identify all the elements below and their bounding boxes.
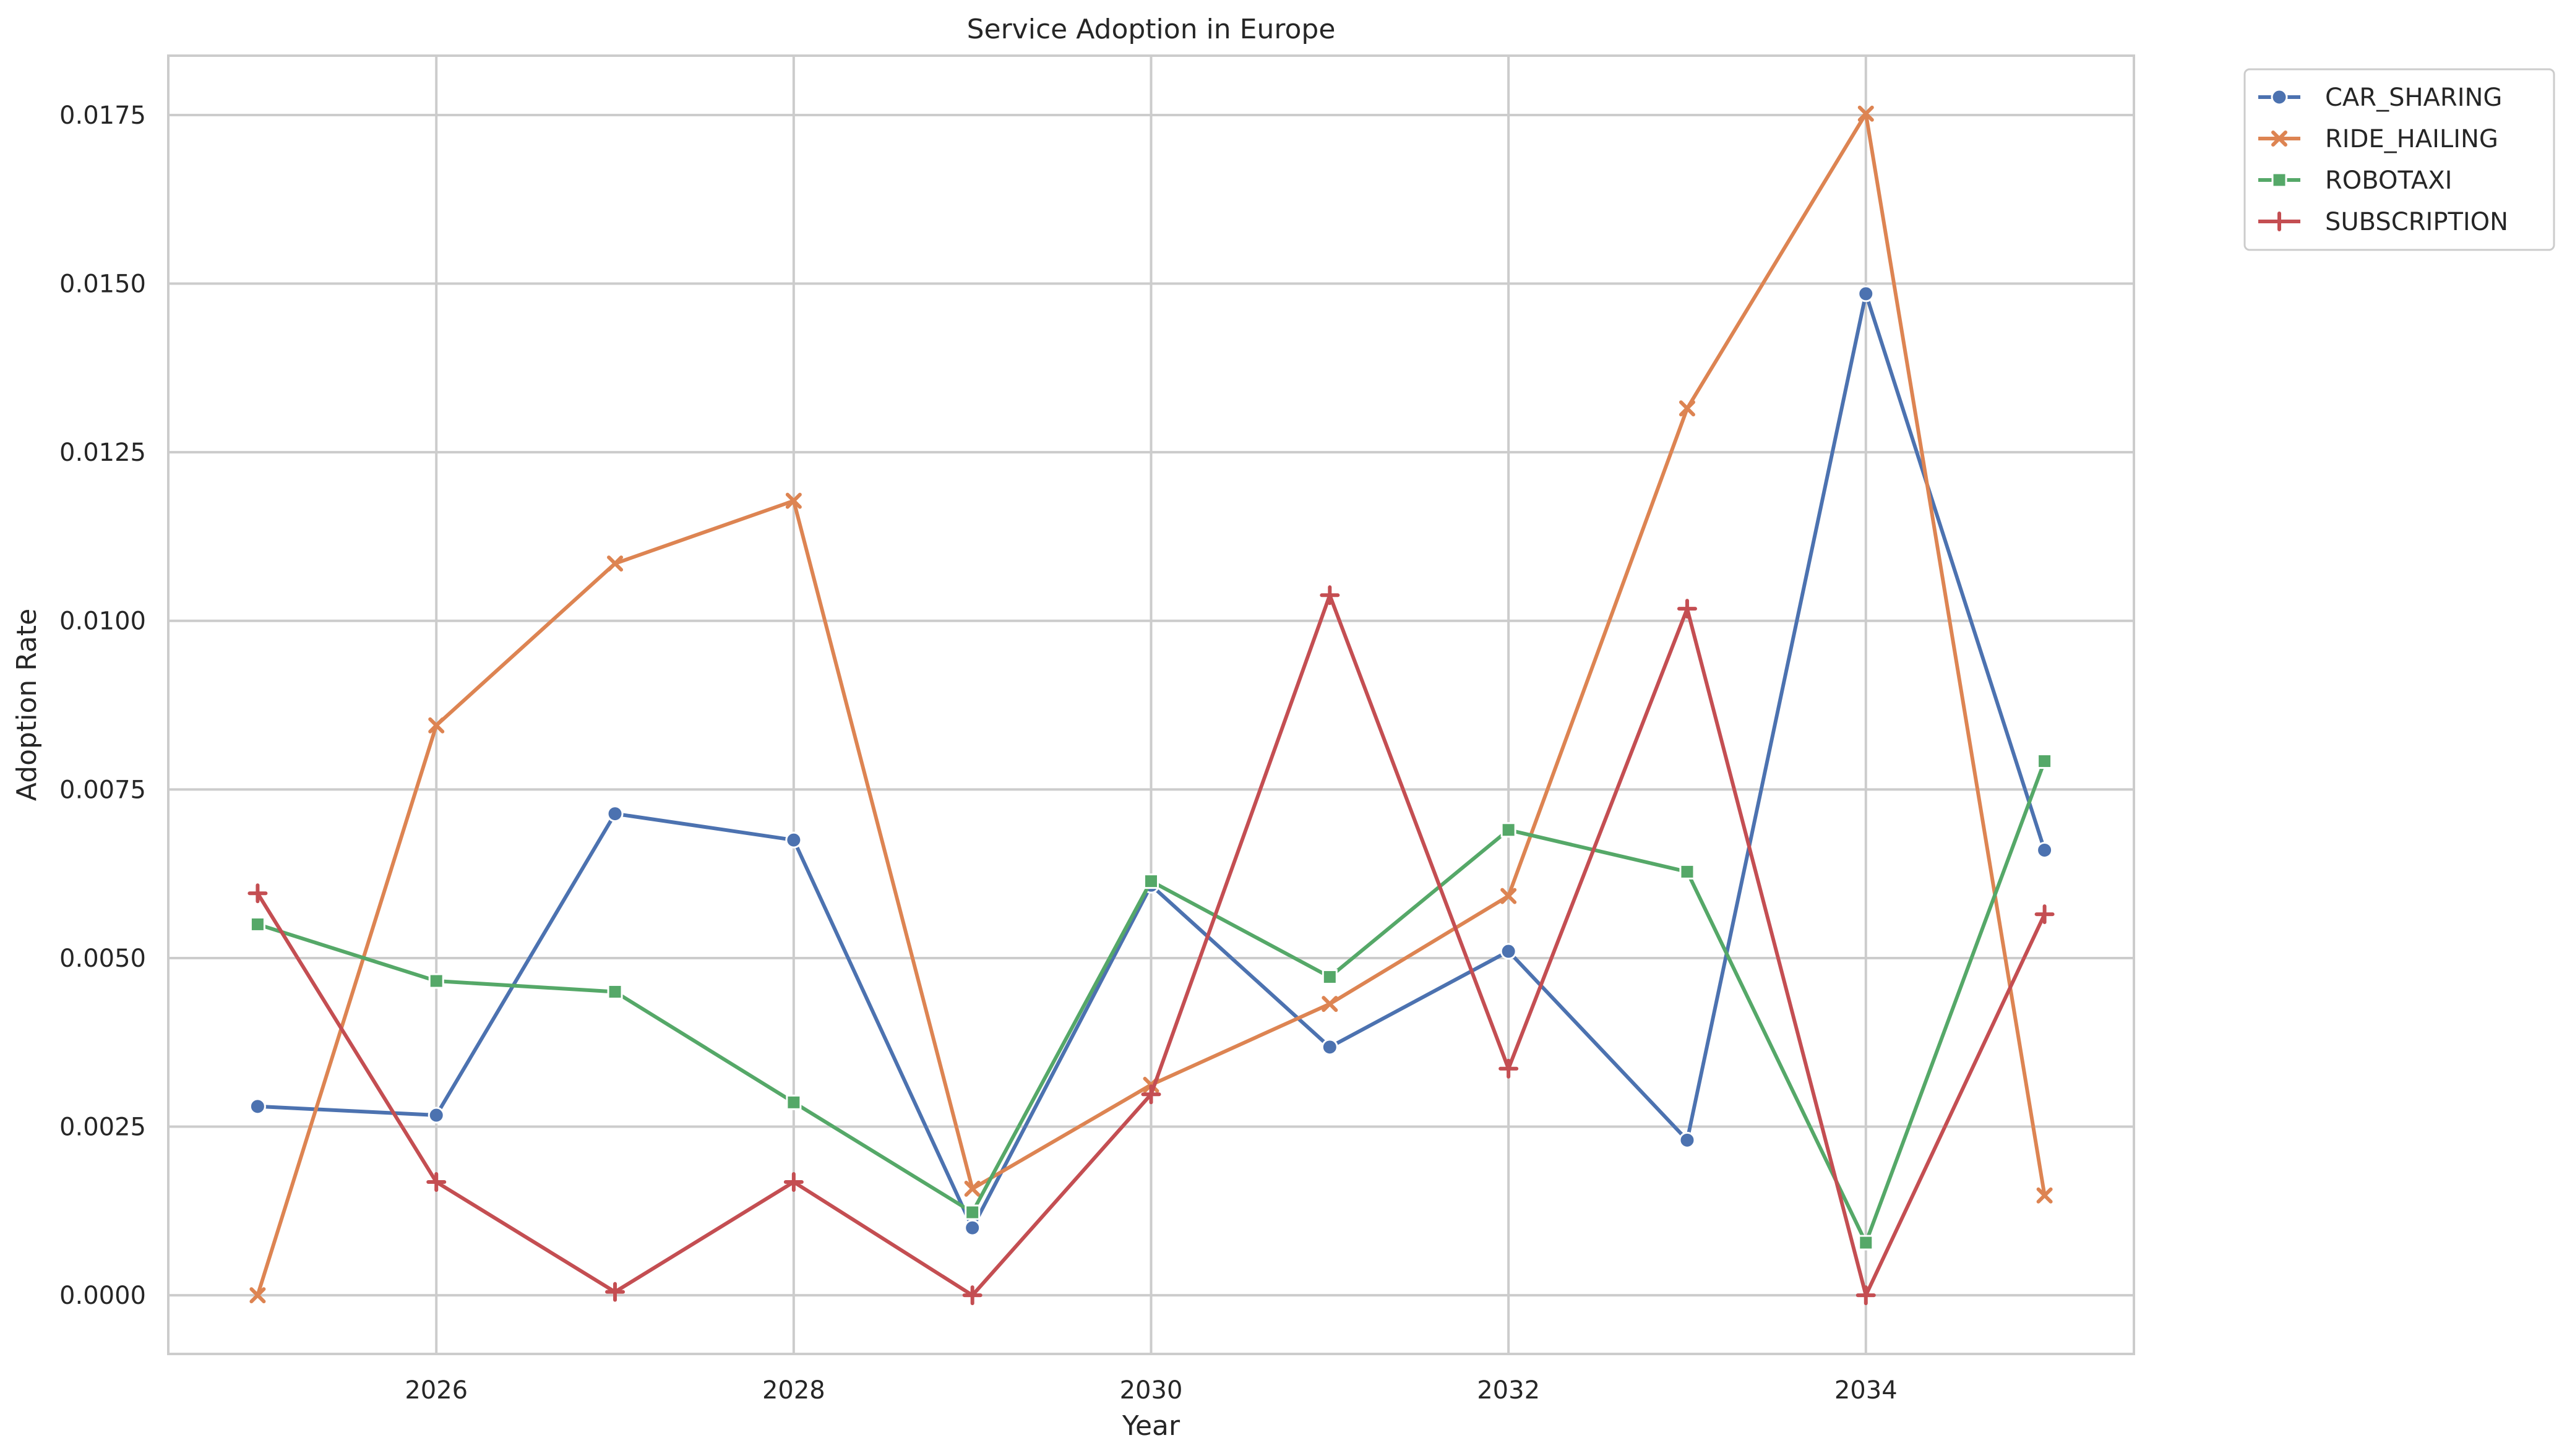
y-tick-label: 0.0125: [59, 439, 146, 467]
data-point-car-sharing: [1679, 1131, 1696, 1149]
data-point-ride-hailing: [964, 1180, 981, 1197]
y-tick-label: 0.0025: [59, 1113, 146, 1142]
data-point-ride-hailing: [785, 492, 802, 509]
data-point-robotaxi: [1322, 969, 1338, 985]
y-tick-label: 0.0050: [59, 944, 146, 973]
data-point-car-sharing: [249, 1098, 266, 1115]
data-point-subscription: [426, 1171, 447, 1192]
data-point-ride-hailing: [428, 717, 445, 734]
y-tick-label: 0.0150: [59, 270, 146, 299]
data-point-robotaxi: [1679, 863, 1695, 880]
data-point-robotaxi: [2037, 753, 2053, 769]
data-point-subscription: [1141, 1084, 1161, 1105]
data-point-car-sharing: [964, 1219, 981, 1236]
data-point-robotaxi: [786, 1094, 802, 1110]
data-point-car-sharing: [1857, 285, 1875, 302]
data-point-car-sharing: [428, 1107, 445, 1124]
legend-item-subscription: SUBSCRIPTION: [2258, 208, 2508, 236]
legend-label-robotaxi: ROBOTAXI: [2325, 166, 2452, 195]
data-point-subscription: [605, 1282, 626, 1302]
legend-marker-car-sharing: [2271, 88, 2288, 106]
data-point-ride-hailing: [1857, 105, 1874, 122]
data-point-car-sharing: [1500, 943, 1517, 960]
legend-box: [2243, 68, 2555, 251]
data-point-subscription: [247, 883, 268, 904]
x-tick-label: 2034: [1834, 1376, 1898, 1405]
series-robotaxi: [249, 753, 2053, 1251]
legend-label-ride-hailing: RIDE_HAILING: [2325, 125, 2498, 153]
data-point-car-sharing: [2036, 841, 2053, 859]
data-point-subscription: [1855, 1285, 1876, 1306]
y-tick-label: 0.0075: [59, 776, 146, 804]
data-point-ride-hailing: [607, 555, 624, 572]
data-point-subscription: [1677, 599, 1697, 619]
legend-item-robotaxi: ROBOTAXI: [2258, 166, 2452, 195]
data-point-ride-hailing: [1322, 996, 1338, 1013]
series-subscription: [247, 585, 2055, 1306]
data-point-ride-hailing: [2036, 1187, 2053, 1204]
data-point-ride-hailing: [1500, 888, 1517, 904]
data-point-robotaxi: [1143, 873, 1159, 889]
series-layer: [247, 105, 2055, 1306]
data-point-ride-hailing: [249, 1287, 266, 1304]
data-point-car-sharing: [606, 805, 624, 823]
legend-marker-ride-hailing: [2271, 131, 2287, 147]
chart-title: Service Adoption in Europe: [967, 14, 1336, 45]
legend: CAR_SHARING RIDE_HAILING ROBOTAXI SUBSCRIPT…: [2243, 68, 2555, 251]
data-point-ride-hailing: [1679, 400, 1695, 417]
data-point-subscription: [1498, 1058, 1519, 1079]
data-point-car-sharing: [1321, 1038, 1338, 1056]
data-point-robotaxi: [1500, 822, 1516, 838]
data-point-robotaxi: [249, 916, 265, 932]
data-point-robotaxi: [607, 983, 623, 1000]
y-tick-label: 0.0000: [59, 1282, 146, 1310]
legend-label-subscription: SUBSCRIPTION: [2325, 208, 2508, 236]
data-point-robotaxi: [1858, 1235, 1874, 1251]
data-point-robotaxi: [965, 1204, 981, 1220]
data-point-subscription: [2034, 904, 2055, 925]
x-axis-label: Year: [1122, 1410, 1180, 1442]
legend-item-car-sharing: CAR_SHARING: [2258, 84, 2502, 112]
x-tick-label: 2028: [762, 1376, 825, 1405]
x-tick-label: 2026: [405, 1376, 468, 1405]
x-tick-label: 2032: [1477, 1376, 1540, 1405]
y-tick-label: 0.0175: [59, 101, 146, 130]
y-axis-label: Adoption Rate: [11, 609, 43, 801]
tick-labels: 2026 2028 2030 2032 2034 0.0000 0.0025 0.0050 0.…: [59, 101, 1898, 1405]
data-point-robotaxi: [428, 973, 444, 989]
y-tick-label: 0.0100: [59, 607, 146, 636]
data-point-subscription: [962, 1285, 983, 1306]
legend-item-ride-hailing: RIDE_HAILING: [2258, 125, 2498, 153]
plot-frame: [167, 54, 2135, 1355]
legend-marker-subscription: [2269, 212, 2289, 231]
grid: [168, 56, 2134, 1354]
data-point-subscription: [783, 1171, 804, 1192]
data-point-car-sharing: [785, 831, 802, 849]
data-point-subscription: [1320, 585, 1340, 606]
legend-label-car-sharing: CAR_SHARING: [2325, 84, 2502, 112]
legend-marker-robotaxi: [2271, 172, 2287, 188]
x-tick-label: 2030: [1120, 1376, 1183, 1405]
